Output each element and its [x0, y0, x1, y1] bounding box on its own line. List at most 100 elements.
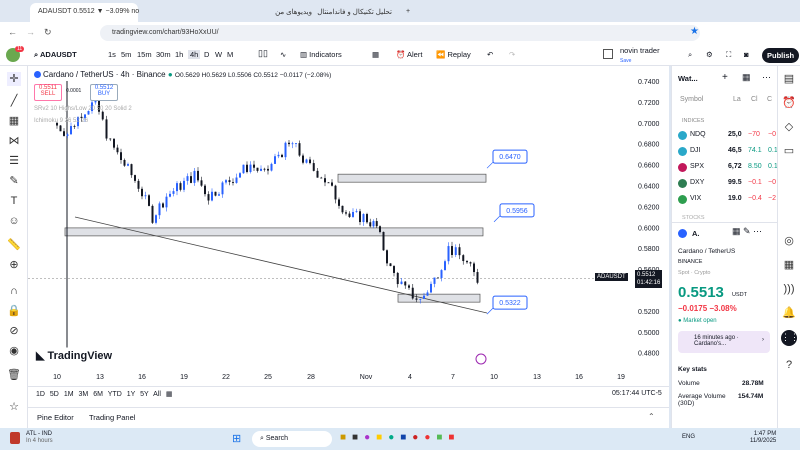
templates-icon[interactable]: ▦: [372, 50, 380, 59]
layout-name[interactable]: novin trader Save: [620, 46, 660, 64]
watchlist-icon[interactable]: ▤: [783, 73, 795, 85]
interval-1s[interactable]: 1s: [108, 50, 116, 59]
url-input[interactable]: tradingview.com/chart/93HoXxUU/: [100, 25, 700, 41]
range-3M[interactable]: 3M: [78, 391, 89, 398]
compare-icon[interactable]: ∿: [280, 50, 287, 59]
quick-search-icon[interactable]: ⌕: [688, 50, 693, 59]
news-card[interactable]: 16 minutes ago · Cardano's... ›: [678, 331, 770, 353]
windows-start-icon[interactable]: ⊞: [232, 433, 242, 445]
alarm-icon[interactable]: ⏰: [782, 97, 796, 109]
apps-icon[interactable]: ⋮⋮: [781, 330, 799, 346]
reload-icon[interactable]: ↻: [44, 27, 52, 37]
language-indicator[interactable]: ENG: [682, 434, 696, 440]
add-symbol-icon[interactable]: +: [722, 72, 728, 83]
tab-trading-panel[interactable]: Trading Panel: [89, 413, 136, 422]
col-last[interactable]: La: [733, 96, 741, 103]
interval-15m[interactable]: 15m: [137, 50, 152, 59]
text-icon[interactable]: T: [10, 195, 18, 207]
broadcast-icon[interactable]: ))): [783, 283, 795, 295]
layers-icon[interactable]: ◇: [784, 121, 794, 133]
collapse-icon[interactable]: ⌃: [648, 412, 655, 421]
pattern-icon[interactable]: ⋈: [8, 135, 20, 147]
price-chart[interactable]: 0.7400 0.7200 0.7000 0.6800 0.6600 0.6400 0.62…: [28, 66, 669, 386]
tab-my-videos[interactable]: ویدیوهای من: [275, 9, 312, 16]
interval-W[interactable]: W: [215, 50, 223, 59]
watchlist-row[interactable]: SPX 6,72 8.50 0.1: [678, 163, 778, 177]
trendline-icon[interactable]: ╱: [10, 95, 18, 107]
range-All[interactable]: All: [153, 391, 161, 398]
replay-button[interactable]: ⏪ Replay: [436, 50, 471, 59]
clock[interactable]: 05:17:44 UTC-5: [612, 390, 662, 397]
interval-5m[interactable]: 5m: [121, 50, 132, 59]
indicator-srv2[interactable]: SRv2 10 Highs/Low 20 50 20 Solid 2: [34, 106, 132, 112]
eye-icon[interactable]: ◉: [9, 345, 19, 357]
crosshair-icon[interactable]: ✛: [7, 72, 21, 86]
range-5Y[interactable]: 5Y: [140, 391, 149, 398]
watchlist-row[interactable]: DXY 99.5 −0.1 −0: [678, 179, 776, 193]
calendar-icon[interactable]: ▦: [783, 259, 795, 271]
weather-widget[interactable]: ATL - IND In 4 hours: [26, 431, 53, 444]
interval-30m[interactable]: 30m: [156, 50, 171, 59]
col-chg[interactable]: Cl: [751, 96, 758, 103]
more-icon[interactable]: ⋯: [762, 72, 771, 82]
section-stocks[interactable]: STOCKS: [682, 215, 705, 221]
symbol-search[interactable]: ⌕ ADAUSDT: [34, 50, 77, 59]
taskbar-apps[interactable]: ■■●■●■●●■■: [340, 432, 461, 443]
fullscreen-icon[interactable]: ⛶: [726, 50, 732, 59]
lock-icon[interactable]: 🔒: [7, 305, 21, 317]
advanced-view-icon[interactable]: ▦: [742, 72, 751, 82]
trash-icon[interactable]: 🗑: [7, 369, 21, 381]
interval-1h[interactable]: 1h: [175, 50, 184, 59]
watchlist-row[interactable]: DJI 46,5 74.1 0.1: [678, 147, 778, 161]
settings-icon[interactable]: ⚙: [706, 50, 713, 59]
help-icon[interactable]: ?: [785, 359, 793, 371]
new-tab-button[interactable]: +: [406, 8, 411, 15]
indicator-ichimoku[interactable]: Ichimoku 9 26 52 26: [34, 118, 89, 124]
col-chgp[interactable]: C: [767, 96, 773, 103]
taskbar-search[interactable]: ⌕ Search: [252, 431, 332, 447]
projection-icon[interactable]: ☰: [9, 155, 19, 167]
forward-icon[interactable]: →: [26, 27, 35, 37]
undo-icon[interactable]: ↶: [487, 50, 494, 59]
tab-tradingview[interactable]: ADAUSDT 0.5512 ▼ −3.09% no: [30, 3, 139, 22]
interval-M[interactable]: M: [227, 50, 234, 59]
calendar-icon[interactable]: ▦: [165, 391, 173, 398]
star-icon[interactable]: ☆: [9, 401, 19, 413]
range-1Y[interactable]: 1Y: [126, 391, 136, 398]
icons-icon[interactable]: ☺: [8, 215, 20, 227]
range-YTD[interactable]: YTD: [107, 391, 122, 398]
buy-button[interactable]: 0.5512 BUY: [90, 84, 118, 101]
brush-icon[interactable]: ✎: [9, 175, 19, 187]
chat-icon[interactable]: ▭: [783, 145, 795, 157]
grid-icon[interactable]: ▦ ✎ ⋯: [732, 226, 763, 236]
clock[interactable]: 1:47 PM 11/9/2025: [750, 431, 777, 444]
sell-button[interactable]: 0.5511 SELL: [34, 84, 62, 101]
range-1D[interactable]: 1D: [36, 391, 45, 398]
watchlist-row[interactable]: NDQ 25,0 −70 −0: [678, 131, 776, 145]
fib-icon[interactable]: ▦: [8, 115, 20, 127]
range-6M[interactable]: 6M: [93, 391, 103, 398]
magnet-icon[interactable]: ∩: [10, 285, 18, 297]
publish-button[interactable]: Publish: [762, 48, 800, 63]
indicators-button[interactable]: ▥ Indicators: [300, 50, 342, 59]
watchlist-row[interactable]: VIX 19.0 −0.4 −2: [678, 195, 776, 209]
range-1M[interactable]: 1M: [63, 391, 74, 398]
range-5D[interactable]: 5D: [49, 391, 59, 398]
chart-pane[interactable]: 0.7400 0.7200 0.7000 0.6800 0.6600 0.6400 0.62…: [28, 66, 669, 386]
alert-button[interactable]: ⏰ Alert: [396, 50, 423, 59]
bell-icon[interactable]: 🔔: [782, 307, 796, 319]
screenshot-icon[interactable]: ◙: [744, 50, 749, 59]
candles-icon[interactable]: ▯▯: [258, 48, 268, 58]
watchlist-title[interactable]: Wat...: [678, 74, 698, 83]
interval-4h[interactable]: 4h: [188, 50, 201, 59]
section-indices[interactable]: INDICES: [682, 118, 705, 124]
ruler-icon[interactable]: 📏: [7, 239, 21, 251]
tab-analysis[interactable]: تحلیل تکنیکال و فاندامنتال: [317, 9, 392, 16]
layout-icon[interactable]: [603, 49, 613, 59]
zoom-icon[interactable]: ⊕: [9, 259, 19, 271]
col-symbol[interactable]: Symbol: [680, 96, 704, 103]
back-icon[interactable]: ←: [8, 27, 17, 37]
redo-icon[interactable]: ↷: [509, 50, 516, 59]
tab-pine-editor[interactable]: Pine Editor: [37, 413, 74, 422]
target-icon[interactable]: ◎: [784, 235, 794, 247]
